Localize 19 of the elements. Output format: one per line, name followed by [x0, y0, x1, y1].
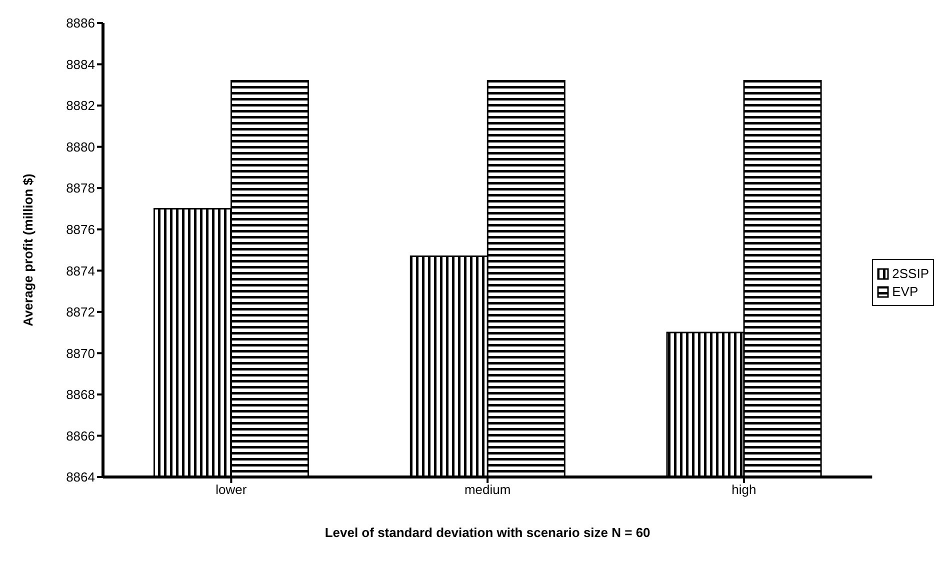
- y-tick-label: 8882: [66, 98, 95, 114]
- y-tick-label: 8866: [66, 428, 95, 444]
- y-tick-label: 8864: [66, 470, 95, 485]
- y-tick-label: 8884: [66, 56, 95, 72]
- y-axis-title: Average profit (million $): [20, 174, 36, 326]
- legend-label: 2SSIP: [892, 266, 929, 281]
- y-tick-label: 8880: [66, 139, 95, 154]
- y-tick-label: 8886: [66, 16, 95, 31]
- x-axis-title: Level of standard deviation with scenario size N = 60: [324, 525, 650, 540]
- x-tick-label: lower: [216, 482, 248, 498]
- y-tick-label: 8872: [66, 304, 95, 320]
- y-tick-label: 8874: [66, 263, 95, 278]
- y-tick-label: 8876: [66, 222, 95, 237]
- legend-label: EVP: [892, 284, 918, 299]
- y-tick-label: 8870: [66, 346, 95, 361]
- y-tick-label: 8868: [66, 387, 95, 402]
- x-tick-label: medium: [464, 482, 511, 498]
- x-tick-label: high: [732, 482, 756, 498]
- y-tick-label: 8878: [66, 180, 95, 196]
